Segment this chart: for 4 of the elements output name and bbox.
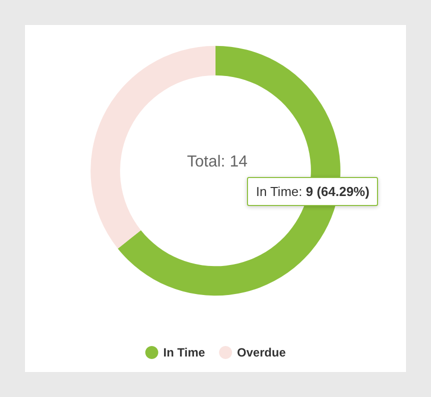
text: Total: 14 (187, 154, 248, 170)
text: In Time: 9 (64.29%) (256, 184, 370, 199)
legend-label: In Time (163, 346, 206, 360)
legend-label: Overdue (237, 346, 286, 360)
